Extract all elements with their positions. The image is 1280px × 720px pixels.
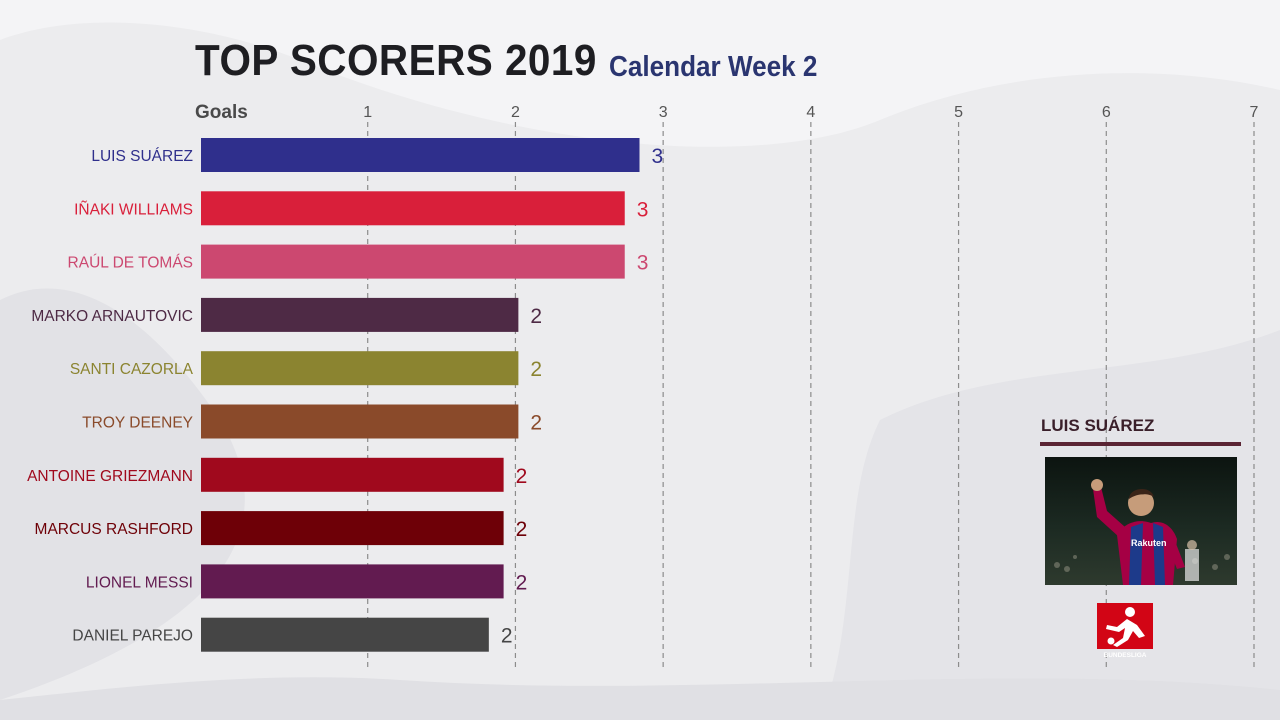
bar	[201, 351, 519, 386]
value-label: 2	[501, 625, 513, 648]
value-label: 2	[530, 305, 542, 328]
player-photo: Rakuten	[1045, 457, 1237, 585]
player-name: LUIS SUÁREZ	[1041, 416, 1155, 435]
x-tick-label: 7	[1250, 104, 1259, 121]
bar	[201, 564, 504, 599]
x-axis-label: Goals	[195, 102, 248, 123]
x-tick-label: 4	[806, 104, 815, 121]
bar	[201, 191, 625, 226]
value-label: 3	[652, 145, 664, 168]
value-label: 2	[516, 571, 528, 594]
category-labels: LUIS SUÁREZ IÑAKI WILLIAMS RAÚL DE TOMÁS MA…	[27, 148, 194, 645]
bundesliga-wordmark: BUNDESLIGA	[1104, 652, 1147, 659]
chart-title: TOP SCORERS 2019	[195, 36, 597, 85]
x-tick-label: 2	[511, 104, 520, 121]
jersey-text: Rakuten	[1131, 538, 1167, 548]
category-label: IÑAKI WILLIAMS	[74, 201, 193, 218]
category-label: MARKO ARNAUTOVIC	[31, 308, 193, 325]
bar	[201, 138, 640, 172]
value-label: 3	[637, 252, 649, 275]
x-tick-label: 6	[1102, 104, 1111, 121]
category-label: RAÚL DE TOMÁS	[68, 255, 193, 272]
bundesliga-logo-icon: BUNDESLIGA	[1097, 603, 1153, 659]
category-label: DANIEL PAREJO	[72, 628, 193, 645]
bar	[201, 297, 519, 332]
bar	[201, 244, 625, 279]
x-tick-label: 3	[659, 104, 668, 121]
value-label: 2	[516, 518, 528, 541]
category-label: SANTI CAZORLA	[70, 361, 194, 378]
value-labels: 3 3 3 2 2 2 2 2 2 2	[501, 145, 663, 648]
value-label: 2	[530, 358, 542, 381]
bar	[201, 457, 504, 492]
bar	[201, 617, 489, 652]
category-label: TROY DEENEY	[82, 415, 193, 432]
value-label: 2	[530, 412, 542, 435]
category-label: LIONEL MESSI	[86, 574, 193, 591]
player-name-underline	[1040, 442, 1241, 446]
x-tick-label: 1	[363, 104, 372, 121]
category-label: ANTOINE GRIEZMANN	[27, 468, 193, 485]
bar	[201, 404, 519, 439]
category-label: MARCUS RASHFORD	[35, 521, 193, 538]
bar	[201, 511, 504, 546]
value-label: 2	[516, 465, 528, 488]
player-card: LUIS SUÁREZ Rakuten	[1040, 416, 1245, 585]
bars	[201, 138, 640, 652]
x-tick-labels: 1 2 3 4 5 6 7	[363, 104, 1258, 121]
chart-subtitle: Calendar Week 2	[609, 51, 818, 83]
category-label: LUIS SUÁREZ	[91, 148, 193, 165]
x-tick-label: 5	[954, 104, 963, 121]
value-label: 3	[637, 198, 649, 221]
